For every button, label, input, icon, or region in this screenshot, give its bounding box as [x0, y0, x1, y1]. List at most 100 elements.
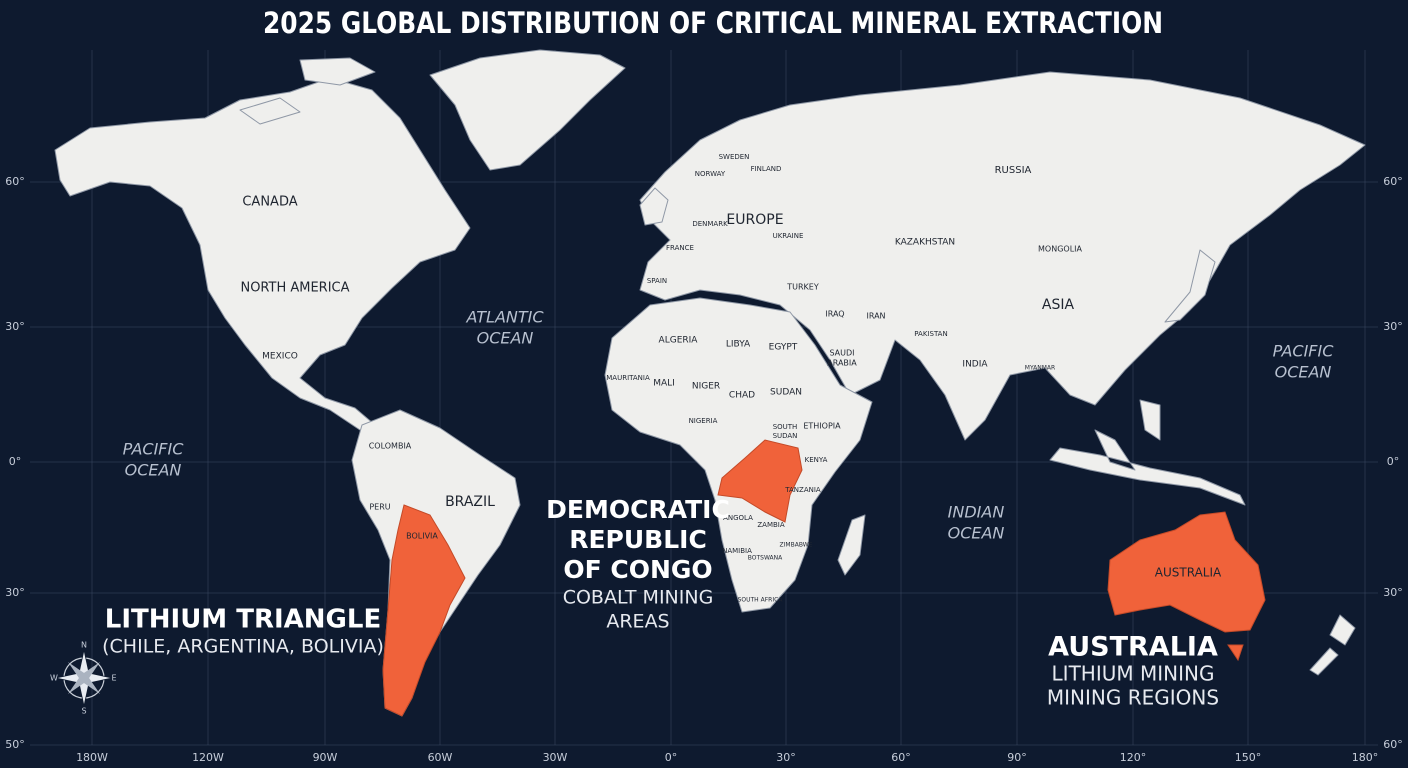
callout-heading: OF CONGO — [563, 555, 712, 584]
region-label: UKRAINE — [773, 232, 804, 240]
ocean-label: OCEAN — [1275, 363, 1332, 382]
ocean-label: OCEAN — [477, 329, 534, 348]
callout-heading: AUSTRALIA — [1048, 632, 1218, 663]
region-label: NORTH AMERICA — [240, 281, 349, 296]
latitude-label: 60° — [1383, 738, 1403, 751]
longitude-label: 90° — [1007, 751, 1027, 764]
region-label: KAZAKHSTAN — [895, 238, 955, 248]
region-label: IRAQ — [825, 310, 844, 319]
callout-detail: (CHILE, ARGENTINA, BOLIVIA) — [102, 636, 384, 658]
compass-letter: S — [81, 707, 86, 716]
region-label: CHAD — [729, 391, 755, 401]
madagascar — [837, 514, 866, 576]
compass-star-diagonal — [68, 662, 100, 694]
region-label: EGYPT — [769, 343, 798, 353]
region-label: BOLIVIA — [406, 532, 438, 541]
region-label: ETHIOPIA — [803, 422, 841, 431]
latitude-label: 60° — [5, 175, 25, 188]
compass-letter: N — [81, 641, 87, 650]
region-label: PAKISTAN — [914, 330, 947, 338]
region-label: IRAN — [866, 312, 885, 321]
ocean-label: OCEAN — [125, 461, 182, 480]
ocean-label: PACIFIC — [123, 440, 185, 459]
longitude-label: 180° — [1352, 751, 1379, 764]
callout-heading: LITHIUM TRIANGLE — [105, 605, 381, 635]
region-label: NIGER — [692, 382, 720, 392]
region-label: SUDAN — [770, 388, 802, 398]
region-label: ZAMBIA — [757, 521, 784, 529]
region-label: MAURITANIA — [606, 374, 650, 382]
region-label: COLOMBIA — [369, 442, 412, 451]
ocean-label: INDIAN — [948, 503, 1005, 522]
callout-detail: MINING REGIONS — [1047, 686, 1219, 710]
latitude-label: 30° — [5, 320, 25, 333]
region-label: ANGOLA — [723, 514, 753, 522]
region-label: AUSTRALIA — [1155, 566, 1222, 580]
region-label: SOUTH — [773, 423, 798, 431]
callout-heading: DEMOCRATIC — [546, 495, 730, 524]
region-label: ARABIA — [827, 359, 857, 368]
callout-detail: LITHIUM MINING — [1052, 662, 1215, 686]
region-label: ZIMBABWE — [780, 542, 813, 549]
latitude-label: 30° — [5, 586, 25, 599]
longitude-label: 120W — [192, 751, 224, 764]
region-label: SOUTH AFRICA — [738, 597, 784, 604]
landmasses — [54, 49, 1366, 717]
region-label: FINLAND — [751, 165, 782, 173]
region-label: SAUDI — [829, 349, 854, 358]
dr-congo — [717, 439, 803, 523]
region-label: MONGOLIA — [1038, 245, 1082, 254]
longitude-label: 120° — [1120, 751, 1147, 764]
australia — [1107, 511, 1266, 662]
region-label: PERU — [369, 503, 390, 512]
region-label: NAMIBIA — [722, 547, 752, 555]
region-label: TURKEY — [786, 283, 819, 292]
latitude-label: 30° — [1383, 586, 1403, 599]
japan — [1164, 249, 1216, 323]
longitude-label: 30W — [543, 751, 568, 764]
arctic-islands — [239, 57, 376, 125]
region-label: DENMARK — [692, 220, 728, 228]
southeast-asia-islands — [1049, 399, 1246, 506]
latitude-label: 0° — [1387, 455, 1400, 468]
region-label: EUROPE — [726, 212, 783, 228]
callout-detail: COBALT MINING — [563, 587, 714, 609]
region-label: FRANCE — [666, 244, 694, 252]
latitude-label: 50° — [5, 738, 25, 751]
region-label: MALI — [653, 379, 675, 389]
compass-rose — [55, 649, 113, 707]
region-label: RUSSIA — [995, 165, 1032, 176]
latitude-label: 0° — [9, 455, 22, 468]
longitude-label: 150° — [1235, 751, 1262, 764]
labels: 60° 30° 0° 30° 50° 60° 30° 0° 30° 60° 180W 120W 90W 6… — [5, 6, 1403, 764]
compass-letter: W — [50, 674, 58, 683]
region-label: BRAZIL — [445, 494, 495, 510]
new-zealand — [1309, 614, 1356, 676]
region-label: ASIA — [1042, 297, 1075, 313]
region-label: NORWAY — [695, 170, 726, 178]
africa — [604, 297, 873, 613]
longitude-label: 90W — [313, 751, 338, 764]
longitude-label: 60° — [891, 751, 911, 764]
ocean-label: PACIFIC — [1273, 342, 1335, 361]
region-label: NIGERIA — [689, 417, 718, 425]
latitude-label: 30° — [1383, 320, 1403, 333]
longitude-label: 60W — [428, 751, 453, 764]
britain — [639, 187, 669, 226]
region-label: CANADA — [242, 195, 297, 210]
longitude-label: 30° — [776, 751, 796, 764]
region-label: LIBYA — [726, 340, 751, 350]
map-title: 2025 GLOBAL DISTRIBUTION OF CRITICAL MIN… — [263, 6, 1163, 40]
longitude-label: 180W — [76, 751, 108, 764]
latitude-label: 60° — [1383, 175, 1403, 188]
callout-heading: REPUBLIC — [569, 525, 707, 554]
region-label: SWEDEN — [719, 153, 750, 161]
region-label: BOTSWANA — [748, 555, 783, 562]
region-label: KENYA — [805, 456, 828, 464]
compass-letter: E — [111, 674, 116, 683]
region-label: SPAIN — [647, 277, 667, 285]
region-label: TANZANIA — [784, 486, 821, 494]
callout-detail: AREAS — [606, 611, 669, 633]
greenland — [429, 49, 626, 171]
